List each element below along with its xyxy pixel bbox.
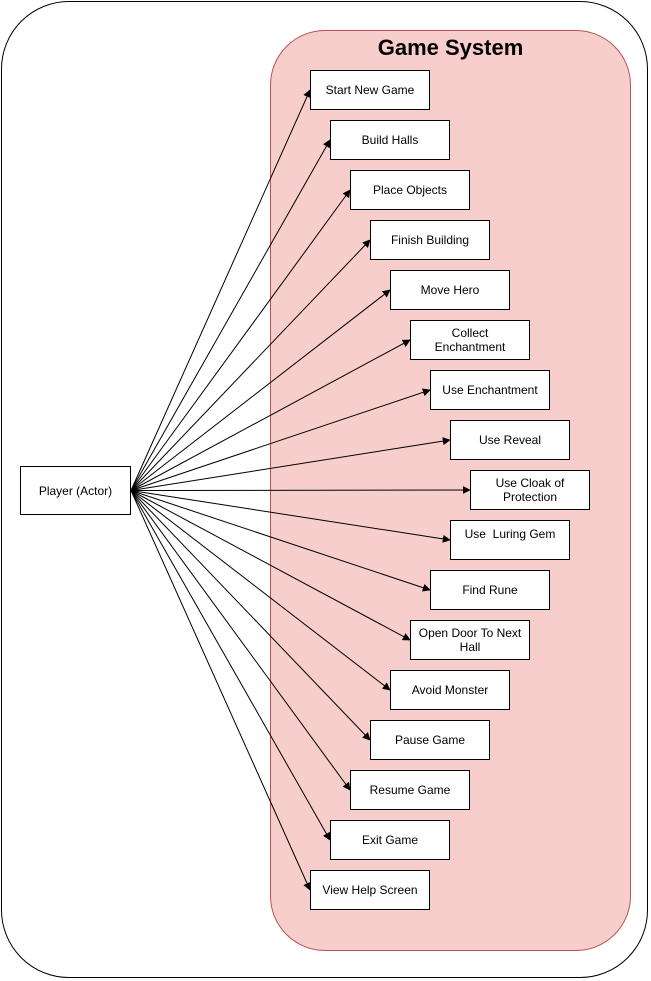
use-case-use-reveal[interactable]: Use Reveal — [450, 420, 570, 460]
use-case-collect-enchantment[interactable]: Collect Enchantment — [410, 320, 530, 360]
use-case-pause-game[interactable]: Pause Game — [370, 720, 490, 760]
use-case-label: Resume Game — [369, 783, 451, 797]
use-case-find-rune[interactable]: Find Rune — [430, 570, 550, 610]
use-case-open-door-to-next-hall[interactable]: Open Door To Next Hall — [410, 620, 530, 660]
use-case-label: Use Enchantment — [442, 383, 538, 397]
use-case-label: Start New Game — [325, 83, 415, 97]
use-case-exit-game[interactable]: Exit Game — [330, 820, 450, 860]
association-arrow — [130, 486, 471, 495]
use-case-label: Find Rune — [462, 583, 518, 597]
use-case-label: Collect Enchantment — [434, 326, 506, 354]
use-case-label: Move Hero — [420, 283, 480, 297]
use-case-label: Use Cloak of Protection — [495, 476, 565, 504]
use-case-avoid-monster[interactable]: Avoid Monster — [390, 670, 510, 710]
use-case-move-hero[interactable]: Move Hero — [390, 270, 510, 310]
use-case-label: Use Reveal — [478, 433, 542, 447]
use-case-label: Place Objects — [372, 183, 448, 197]
association-arrow — [130, 490, 431, 592]
association-arrow — [130, 490, 331, 841]
use-case-label: Build Halls — [361, 133, 419, 147]
actor-player[interactable]: Player (Actor) — [20, 466, 131, 515]
association-arrow — [130, 139, 331, 491]
association-arrow — [130, 490, 351, 791]
use-case-label: Pause Game — [394, 733, 466, 747]
association-arrow — [130, 339, 411, 491]
association-arrow — [130, 490, 311, 891]
use-case-use-cloak-of-protection[interactable]: Use Cloak of Protection — [470, 470, 590, 510]
association-arrow — [130, 189, 351, 491]
association-arrow — [130, 490, 451, 543]
use-case-label: Finish Building — [390, 233, 470, 247]
use-case-label: Use Luring Gem — [464, 527, 556, 541]
association-arrow — [130, 490, 371, 741]
association-arrow — [130, 89, 311, 491]
use-case-label: Avoid Monster — [411, 683, 489, 697]
system-title: Game System — [377, 35, 524, 60]
association-arrow — [130, 490, 391, 691]
use-case-build-halls[interactable]: Build Halls — [330, 120, 450, 160]
actor-label: Player (Actor) — [38, 483, 113, 498]
use-case-use-enchantment[interactable]: Use Enchantment — [430, 370, 550, 410]
use-case-use-luring-gem[interactable]: Use Luring Gem — [450, 520, 570, 560]
use-case-finish-building[interactable]: Finish Building — [370, 220, 490, 260]
use-case-start-new-game[interactable]: Start New Game — [310, 70, 430, 110]
use-case-place-objects[interactable]: Place Objects — [350, 170, 470, 210]
use-case-label: View Help Screen — [322, 883, 418, 897]
association-arrow — [130, 490, 411, 641]
association-arrow — [130, 239, 371, 491]
association-arrow — [130, 388, 431, 491]
association-arrow — [130, 437, 451, 491]
use-case-label: Open Door To Next Hall — [418, 626, 522, 654]
use-case-label: Exit Game — [361, 833, 418, 847]
association-arrow — [130, 289, 391, 491]
use-case-resume-game[interactable]: Resume Game — [350, 770, 470, 810]
use-case-view-help-screen[interactable]: View Help Screen — [310, 870, 430, 910]
